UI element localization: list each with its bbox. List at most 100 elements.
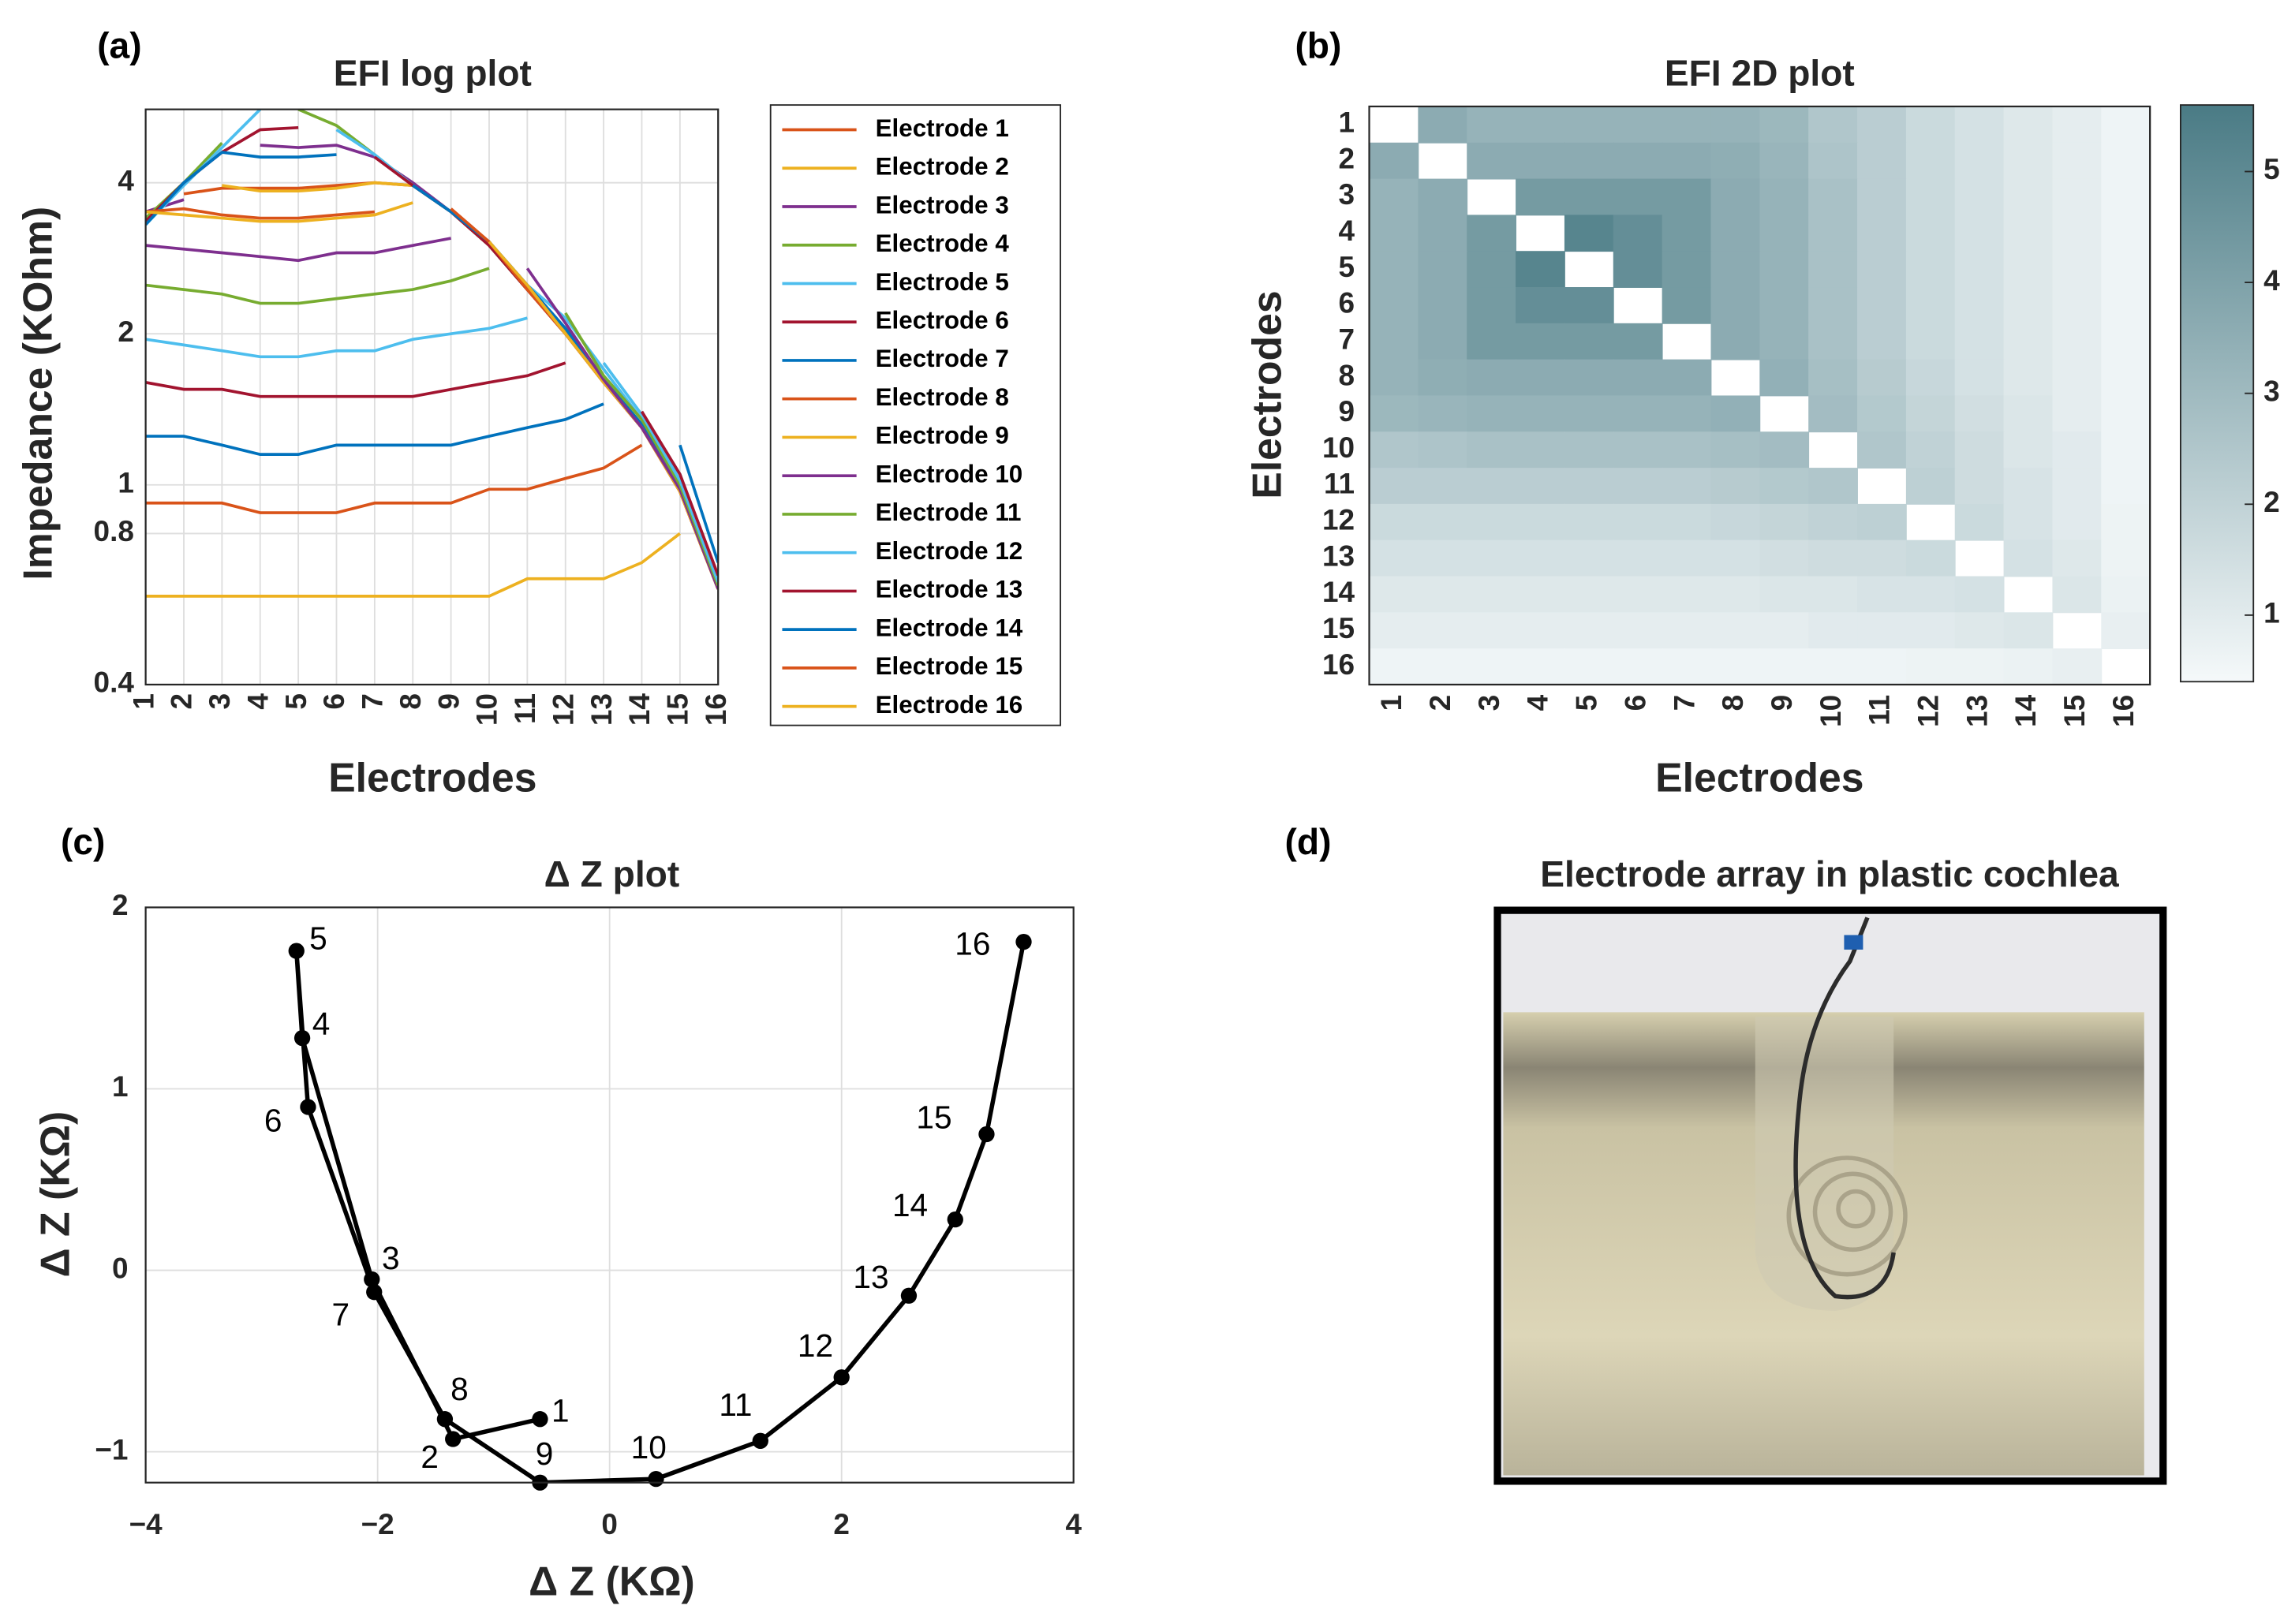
heatmap-cell xyxy=(1662,142,1712,180)
heatmap-cell xyxy=(1759,468,1810,505)
panel-label: (c) xyxy=(61,821,105,862)
y-tick-label: 2 xyxy=(1339,142,1355,174)
y-tick-label: 4 xyxy=(118,164,134,196)
heatmap-cell xyxy=(1418,106,1468,144)
panel-label: (a) xyxy=(97,24,141,65)
point-label: 6 xyxy=(264,1103,282,1139)
heatmap-cell xyxy=(1418,576,1468,614)
heatmap-cell xyxy=(1954,612,2005,650)
x-tick-label: 10 xyxy=(471,693,503,726)
heatmap-cell xyxy=(1905,178,1956,216)
heatmap-cell xyxy=(2101,359,2151,397)
heatmap-cell xyxy=(1662,612,1712,650)
heatmap-cell xyxy=(1516,576,1565,614)
data-point xyxy=(833,1369,850,1386)
heatmap-cell xyxy=(2003,612,2054,650)
x-tick-label: 11 xyxy=(509,693,541,724)
heatmap-cell xyxy=(2003,359,2054,397)
heatmap-cell xyxy=(2101,576,2151,614)
heatmap-cell xyxy=(1857,395,1907,433)
heatmap-cell xyxy=(1857,539,1907,577)
heatmap-cell xyxy=(1564,142,1614,180)
heatmap-cell xyxy=(2101,215,2151,252)
x-tick-label: 2 xyxy=(1424,695,1456,711)
panel-label: (b) xyxy=(1295,24,1341,65)
heatmap-cell xyxy=(1516,251,1565,288)
heatmap-cell xyxy=(2052,539,2103,577)
heatmap-cell xyxy=(1564,359,1614,397)
heatmap-cell xyxy=(1516,395,1565,433)
heatmap-cell xyxy=(1662,178,1712,216)
point-label: 13 xyxy=(853,1259,888,1295)
heatmap-cell xyxy=(1516,142,1565,180)
colorbar xyxy=(2179,104,2255,683)
x-tick-label: 16 xyxy=(700,693,732,726)
heatmap-cell xyxy=(1418,431,1468,469)
y-axis-label: Impedance (KOhm) xyxy=(14,207,60,581)
heatmap-cell xyxy=(2052,431,2103,469)
heatmap-cell xyxy=(1954,323,2005,360)
x-tick-label: 4 xyxy=(1065,1508,1082,1540)
heatmap-cell xyxy=(1954,178,2005,216)
heatmap-cell xyxy=(2052,287,2103,324)
point-label: 15 xyxy=(916,1099,951,1135)
axes-box xyxy=(1368,105,2151,686)
heatmap-cell xyxy=(1759,215,1810,252)
heatmap-cell xyxy=(1954,431,2005,469)
heatmap-cell xyxy=(1369,395,1419,433)
heatmap-cell xyxy=(1418,323,1468,360)
x-axis-label: Electrodes xyxy=(1655,754,1863,800)
legend-label: Electrode 3 xyxy=(876,191,1009,218)
colorbar-tick-label: 4 xyxy=(2263,264,2280,297)
y-tick-label: 9 xyxy=(1339,395,1355,427)
heatmap-cell xyxy=(1369,359,1419,397)
heatmap-cell xyxy=(1710,142,1761,180)
data-point xyxy=(947,1211,963,1228)
heatmap-cell xyxy=(1418,468,1468,505)
series-line xyxy=(145,267,719,587)
y-tick-label: 1 xyxy=(112,1070,129,1103)
y-tick-label: 3 xyxy=(1339,178,1355,211)
heatmap-cell xyxy=(1516,612,1565,650)
y-tick-label: −1 xyxy=(95,1433,128,1465)
heatmap-cell xyxy=(1662,287,1712,324)
data-point xyxy=(978,1126,995,1143)
heatmap-cell xyxy=(2101,251,2151,288)
heatmap-cell xyxy=(2003,431,2054,469)
y-tick-label: 11 xyxy=(1324,468,1355,500)
y-axis-label: Electrodes xyxy=(1244,290,1290,498)
colorbar-tick-label: 3 xyxy=(2263,375,2280,407)
heatmap-cell xyxy=(1857,648,1907,685)
plot-area xyxy=(145,109,719,598)
x-tick-label: 12 xyxy=(1912,695,1945,727)
point-label: 14 xyxy=(892,1187,928,1223)
heatmap-cell xyxy=(1613,539,1663,577)
heatmap-cell xyxy=(1369,251,1419,288)
heatmap-cell xyxy=(1954,648,2005,685)
series-line xyxy=(145,207,719,590)
heatmap-cell xyxy=(1516,178,1565,216)
legend-label: Electrode 7 xyxy=(876,345,1009,372)
x-tick-label: 16 xyxy=(2107,695,2140,727)
x-tick-label: 14 xyxy=(2009,694,2042,727)
heatmap-cell xyxy=(2052,215,2103,252)
heatmap-cell xyxy=(1710,468,1761,505)
heatmap-cell xyxy=(1808,503,1858,541)
heatmap-cell xyxy=(1710,648,1761,685)
heatmap-cell xyxy=(1759,251,1810,288)
heatmap-cell xyxy=(1564,287,1614,324)
heatmap-cell xyxy=(1467,648,1516,685)
data-point xyxy=(900,1287,918,1304)
legend-label: Electrode 4 xyxy=(876,230,1010,257)
data-point xyxy=(532,1411,548,1428)
heatmap-cell xyxy=(1662,106,1712,144)
heatmap-cell xyxy=(1808,468,1858,505)
x-tick-label: 1 xyxy=(127,693,159,710)
point-label: 1 xyxy=(551,1393,570,1429)
legend-label: Electrode 12 xyxy=(876,537,1023,565)
chart-title: EFI 2D plot xyxy=(1665,52,1855,93)
heatmap-cell xyxy=(1564,612,1614,650)
point-label: 16 xyxy=(955,925,990,961)
heatmap-cell xyxy=(1954,287,2005,324)
heatmap-cell xyxy=(1954,106,2005,144)
